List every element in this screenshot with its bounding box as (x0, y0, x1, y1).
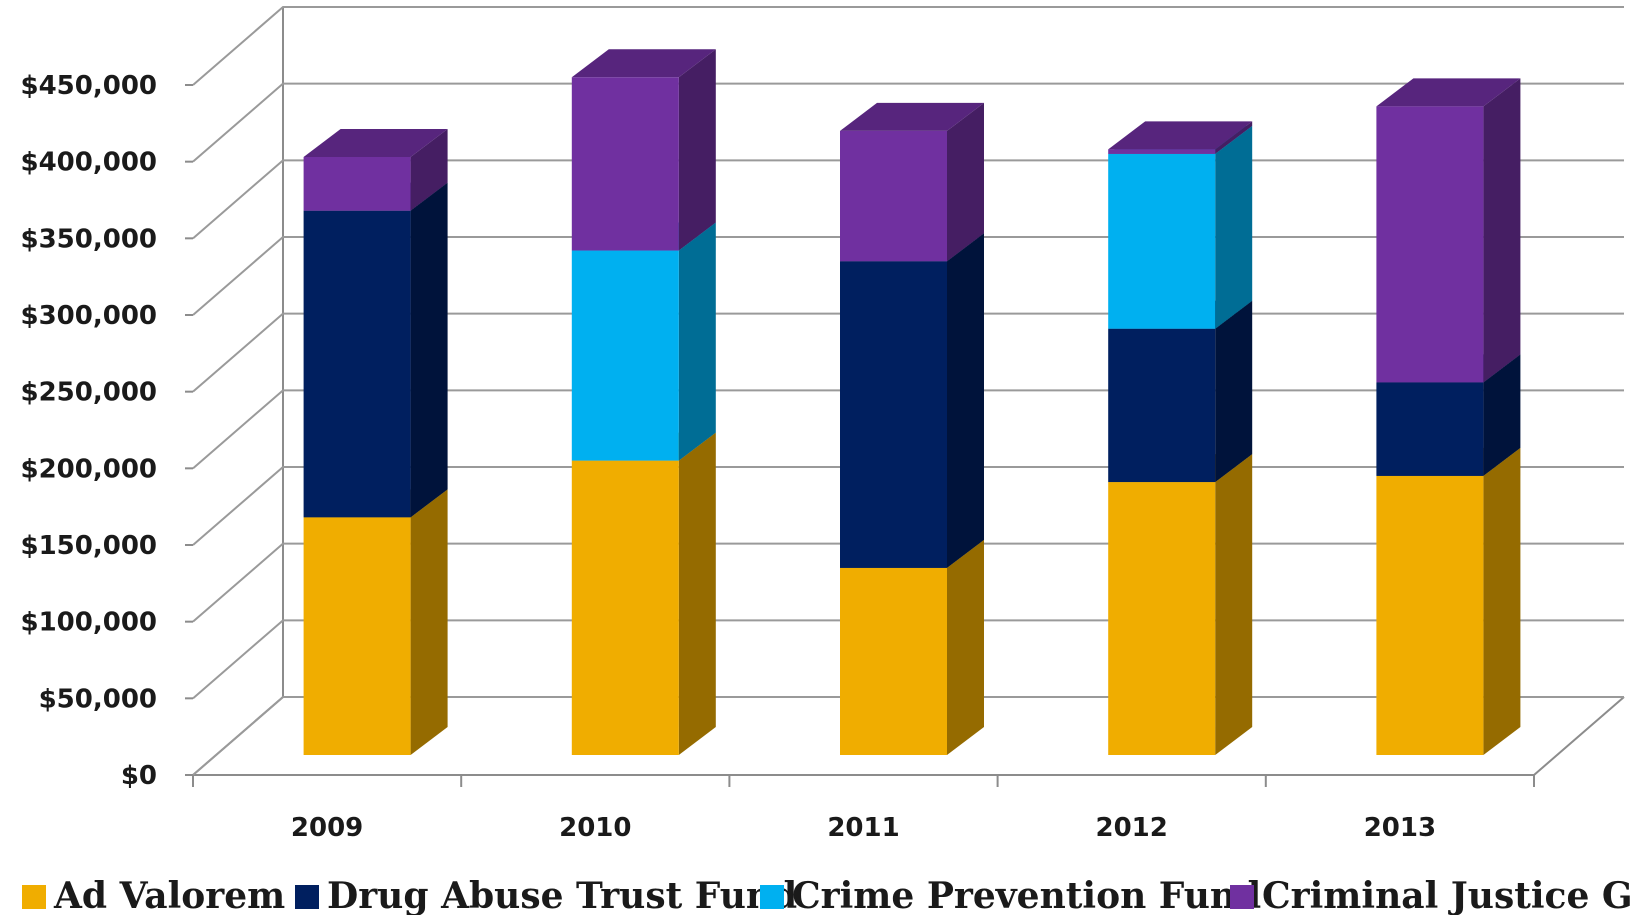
bar-side-face (410, 182, 448, 518)
bar-front-face (1376, 475, 1484, 755)
x-tick-label: 2010 (559, 813, 631, 843)
bar-front-face (303, 517, 411, 755)
bar-side-face (1483, 78, 1521, 383)
legend-swatch (22, 885, 46, 909)
bar-top-face (840, 102, 984, 131)
y-tick-label: $450,000 (20, 71, 157, 101)
bar-front-face (1108, 153, 1216, 329)
legend-swatch (1230, 885, 1254, 909)
y-tick-label: $50,000 (39, 684, 157, 714)
bar-side-face (1483, 354, 1521, 476)
bar-side-face (410, 129, 448, 211)
bar-segment-ad-valorem-2011 (840, 539, 984, 755)
y-tick-label: $100,000 (20, 608, 157, 638)
bar-side-face (947, 233, 984, 568)
legend-item-drug-abuse-trust-fund: Drug Abuse Trust Fund (295, 875, 797, 915)
bar-side-face (1215, 300, 1253, 483)
bar-front-face (840, 130, 947, 262)
x-tick-label: 2012 (1096, 813, 1168, 843)
bar-side-face (1215, 125, 1253, 329)
bar-side-face (678, 432, 716, 755)
bar-segment-drug-abuse-trust-fund-2009 (303, 182, 448, 518)
bar-side-face (678, 222, 716, 461)
legend-item-crime-prevention-fund: Crime Prevention Fund (760, 875, 1261, 915)
bar-segment-criminal-justice-grant-2012 (1108, 121, 1253, 154)
bar-top-face (1108, 121, 1253, 150)
bar-segment-criminal-justice-grant-2013 (1376, 78, 1521, 383)
y-axis-tick-labels: $0 $50,000 $100,000 $150,000 $200,000 $250,00… (20, 71, 157, 791)
bar-front-face (571, 250, 679, 461)
y-tick-label: $400,000 (20, 148, 157, 178)
bar-segment-crime-prevention-fund-2010 (571, 222, 716, 461)
bar-segment-criminal-justice-grant-2010 (571, 49, 716, 251)
bar-side-face (947, 539, 984, 755)
bar-segment-ad-valorem-2010 (571, 432, 716, 755)
legend-swatch (295, 885, 319, 909)
y-tick-label: $0 (121, 761, 157, 791)
bar-front-face (1376, 106, 1484, 383)
gridline (192, 82, 1624, 163)
bar-front-face (571, 77, 679, 251)
bar-front-face (840, 261, 947, 568)
legend-label: Criminal Justice Grant (1262, 875, 1632, 915)
bar-front-face (1108, 328, 1216, 483)
bar-top-face (303, 129, 448, 157)
bar-front-face (840, 567, 947, 755)
bar-segment-drug-abuse-trust-fund-2012 (1108, 300, 1253, 483)
x-axis-tick-labels: 2009 2010 2011 2012 2013 (291, 813, 1436, 843)
bar-front-face (1108, 482, 1216, 755)
y-tick-label: $250,000 (20, 378, 157, 408)
y-tick-label: $150,000 (20, 531, 157, 561)
legend-label: Ad Valorem (53, 875, 285, 915)
bar-side-face (1483, 447, 1521, 755)
legend-label: Drug Abuse Trust Fund (327, 875, 797, 915)
bar-segment-criminal-justice-grant-2009 (303, 129, 448, 211)
legend-item-criminal-justice-grant: Criminal Justice Grant (1230, 875, 1632, 915)
bar-front-face (1108, 149, 1216, 154)
legend-label: Crime Prevention Fund (792, 875, 1261, 915)
bar-top-face (1376, 78, 1521, 107)
x-tick-label: 2013 (1364, 813, 1436, 843)
bar-segment-crime-prevention-fund-2012 (1108, 125, 1253, 329)
bar-front-face (303, 210, 411, 518)
bar-top-face (571, 49, 716, 78)
y-tick-label: $200,000 (20, 454, 157, 484)
bar-side-face (947, 102, 984, 262)
x-axis (192, 775, 1535, 787)
legend-swatch (760, 885, 784, 909)
gridline (192, 6, 1624, 86)
bar-segment-drug-abuse-trust-fund-2011 (840, 233, 984, 568)
bars (303, 49, 1521, 755)
bar-segment-criminal-justice-grant-2011 (840, 102, 984, 262)
bar-side-face (678, 49, 716, 251)
bar-side-face (1215, 121, 1253, 154)
bar-segment-ad-valorem-2012 (1108, 454, 1253, 755)
bar-side-face (1215, 454, 1253, 755)
y-tick-label: $300,000 (20, 301, 157, 331)
bar-front-face (571, 460, 679, 755)
y-tick-label: $350,000 (20, 224, 157, 254)
x-tick-label: 2009 (291, 813, 363, 843)
bar-segment-ad-valorem-2009 (303, 489, 448, 755)
bar-segment-ad-valorem-2013 (1376, 447, 1521, 755)
legend-item-ad-valorem: Ad Valorem (22, 875, 285, 915)
x-tick-label: 2011 (827, 813, 899, 843)
bar-front-face (1376, 382, 1484, 476)
bar-front-face (303, 157, 411, 211)
bar-side-face (410, 489, 448, 755)
